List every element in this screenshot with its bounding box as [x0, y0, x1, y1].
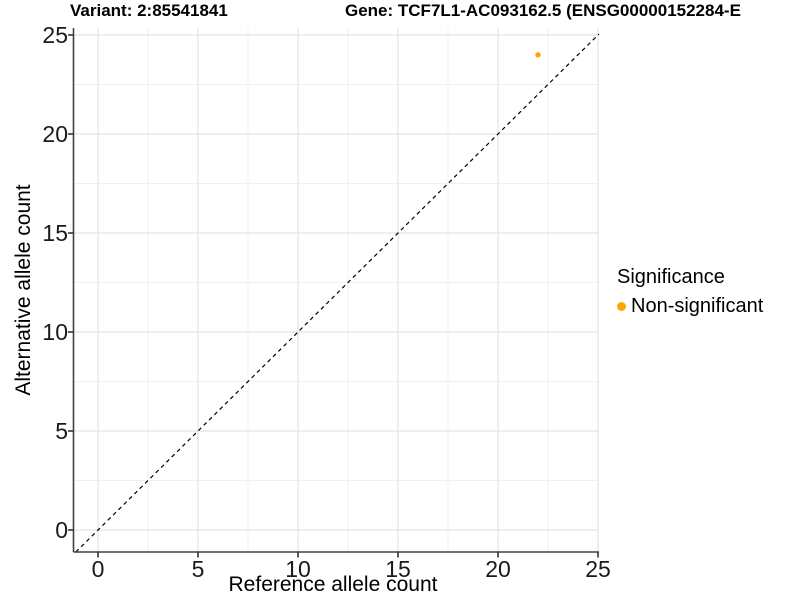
plot-title-variant: Variant: 2:85541841 — [70, 1, 228, 20]
identity-reference-line — [75, 33, 600, 553]
y-tick-label: 20 — [42, 121, 68, 147]
data-point-non-significant — [535, 52, 541, 58]
x-tick-label: 10 — [285, 556, 311, 582]
x-tick-label: 20 — [485, 556, 511, 582]
x-axis-title: Reference allele count — [228, 573, 438, 596]
x-tick-label: 0 — [91, 556, 105, 582]
x-tick-label: 15 — [385, 556, 411, 582]
y-tick-label: 25 — [42, 22, 68, 48]
legend-title: Significance — [617, 266, 725, 288]
legend-entry-non-significant: Non-significant — [617, 294, 763, 318]
y-tick-label: 0 — [55, 517, 68, 543]
x-tick-label: 25 — [585, 556, 611, 582]
y-tick-label: 10 — [42, 319, 68, 345]
y-axis-title: Alternative allele count — [12, 184, 35, 396]
legend: Significance Non-significant — [617, 265, 763, 318]
legend-entry-label: Non-significant — [631, 295, 764, 317]
y-tick-label: 5 — [55, 418, 68, 444]
legend-point-circle-icon — [617, 301, 626, 311]
y-tick-label: 15 — [42, 220, 68, 246]
x-tick-label: 5 — [191, 556, 205, 582]
plot-title-gene: Gene: TCF7L1-AC093162.5 (ENSG00000152284… — [345, 1, 741, 20]
